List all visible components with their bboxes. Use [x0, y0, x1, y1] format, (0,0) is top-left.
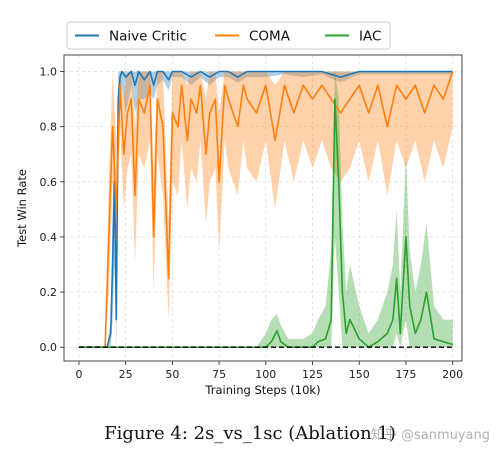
- watermark: 知乎 @sanmuyang: [370, 428, 490, 443]
- plot-frame: [63, 54, 463, 362]
- line-chart: 0 25 50 75 100 125 150 175 200 0.0 0.2 0.4 0.6 0.8 1.0…: [15, 21, 464, 397]
- y-tick-label: 1.0: [40, 66, 58, 79]
- x-tick-label: 75: [212, 368, 226, 381]
- x-tick-label: 200: [442, 368, 463, 381]
- y-tick-label: 0.0: [40, 341, 58, 354]
- y-axis-label: Test Win Rate: [15, 169, 29, 248]
- x-axis-label: Training Steps (10k): [204, 383, 320, 397]
- x-tick-label: 150: [349, 368, 370, 381]
- y-tick-label: 0.2: [40, 286, 58, 299]
- legend: Naive Critic COMA IAC: [66, 21, 391, 50]
- iac-line: [78, 98, 453, 349]
- y-tick-label: 0.8: [40, 121, 58, 134]
- axis-ticks: 0 25 50 75 100 125 150 175 200 0.0 0.2 0.4 0.6 0.8 1.0: [40, 66, 464, 381]
- legend-label-iac: IAC: [359, 29, 381, 45]
- grid-lines: [64, 55, 462, 361]
- iac-band: [78, 71, 453, 348]
- figure-caption: Figure 4: 2s_vs_1sc (Ablation 1): [104, 423, 396, 444]
- series-lines: [78, 70, 454, 349]
- legend-label-coma: COMA: [249, 29, 291, 45]
- x-tick-label: 50: [165, 368, 179, 381]
- y-tick-label: 0.4: [40, 231, 58, 244]
- x-tick-label: 0: [75, 368, 82, 381]
- x-tick-label: 100: [255, 368, 276, 381]
- x-tick-label: 175: [395, 368, 416, 381]
- x-tick-label: 25: [119, 368, 133, 381]
- legend-label-naive-critic: Naive Critic: [109, 29, 187, 45]
- confidence-bands: [78, 71, 453, 348]
- x-tick-label: 125: [302, 368, 323, 381]
- coma-line: [78, 71, 454, 349]
- naive-critic-line: [78, 70, 453, 349]
- y-tick-label: 0.6: [40, 176, 58, 189]
